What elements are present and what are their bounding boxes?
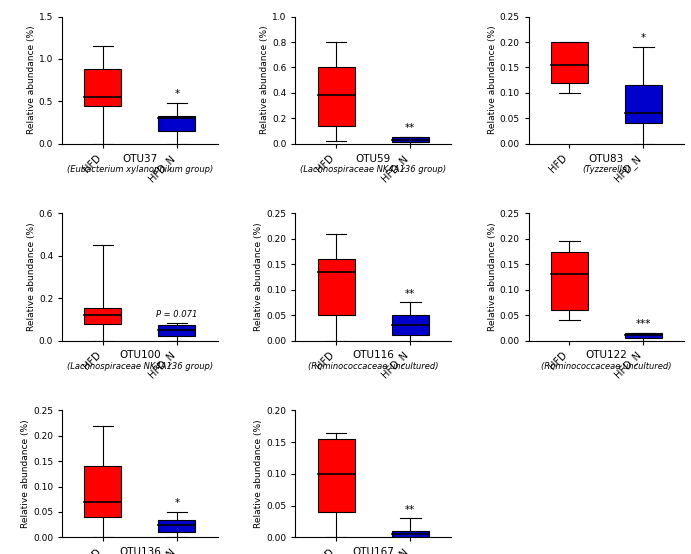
Bar (84, 307, 122, 324)
Text: ***: *** (636, 319, 651, 329)
Text: (Lachnospiraceae NK4A136 group): (Lachnospiraceae NK4A136 group) (300, 165, 446, 174)
Bar (84, 466, 122, 517)
Text: OTU37: OTU37 (122, 153, 158, 163)
Text: P = 0.071: P = 0.071 (156, 310, 198, 319)
Text: (Ruminococcaceae uncultured): (Ruminococcaceae uncultured) (541, 362, 672, 371)
Text: OTU167: OTU167 (352, 547, 394, 554)
Bar (625, 85, 662, 124)
Y-axis label: Relative abundance (%): Relative abundance (%) (27, 223, 36, 331)
Y-axis label: Relative abundance (%): Relative abundance (%) (488, 223, 497, 331)
Text: OTU116: OTU116 (352, 351, 394, 361)
Bar (392, 531, 428, 537)
Text: OTU122: OTU122 (585, 351, 627, 361)
Bar (551, 252, 588, 310)
Bar (318, 439, 354, 512)
Text: *: * (174, 89, 180, 99)
Bar (392, 137, 428, 142)
Y-axis label: Relative abundance (%): Relative abundance (%) (261, 26, 269, 135)
Bar (84, 69, 122, 105)
Text: OTU100: OTU100 (119, 351, 161, 361)
Y-axis label: Relative abundance (%): Relative abundance (%) (254, 223, 263, 331)
Y-axis label: Relative abundance (%): Relative abundance (%) (488, 26, 497, 135)
Text: OTU59: OTU59 (355, 153, 391, 163)
Y-axis label: Relative abundance (%): Relative abundance (%) (21, 419, 30, 528)
Text: (Tyzzerella): (Tyzzerella) (583, 165, 630, 174)
Text: OTU136: OTU136 (119, 547, 161, 554)
Bar (625, 333, 662, 338)
Text: *: * (641, 33, 646, 43)
Bar (318, 68, 354, 126)
Text: (Lachnospiraceae NK4A136 group): (Lachnospiraceae NK4A136 group) (67, 362, 213, 371)
Text: **: ** (405, 289, 415, 299)
Text: **: ** (405, 505, 415, 515)
Bar (158, 116, 196, 131)
Bar (158, 520, 196, 532)
Text: OTU83: OTU83 (589, 153, 624, 163)
Text: **: ** (405, 124, 415, 134)
Y-axis label: Relative abundance (%): Relative abundance (%) (27, 26, 36, 135)
Bar (318, 259, 354, 315)
Bar (551, 42, 588, 83)
Text: (Ruminococcaceae uncultured): (Ruminococcaceae uncultured) (308, 362, 438, 371)
Text: (Eubacterium xylanophilum group): (Eubacterium xylanophilum group) (67, 165, 213, 174)
Text: *: * (174, 498, 180, 508)
Bar (392, 315, 428, 335)
Bar (158, 325, 196, 336)
Y-axis label: Relative abundance (%): Relative abundance (%) (254, 419, 263, 528)
